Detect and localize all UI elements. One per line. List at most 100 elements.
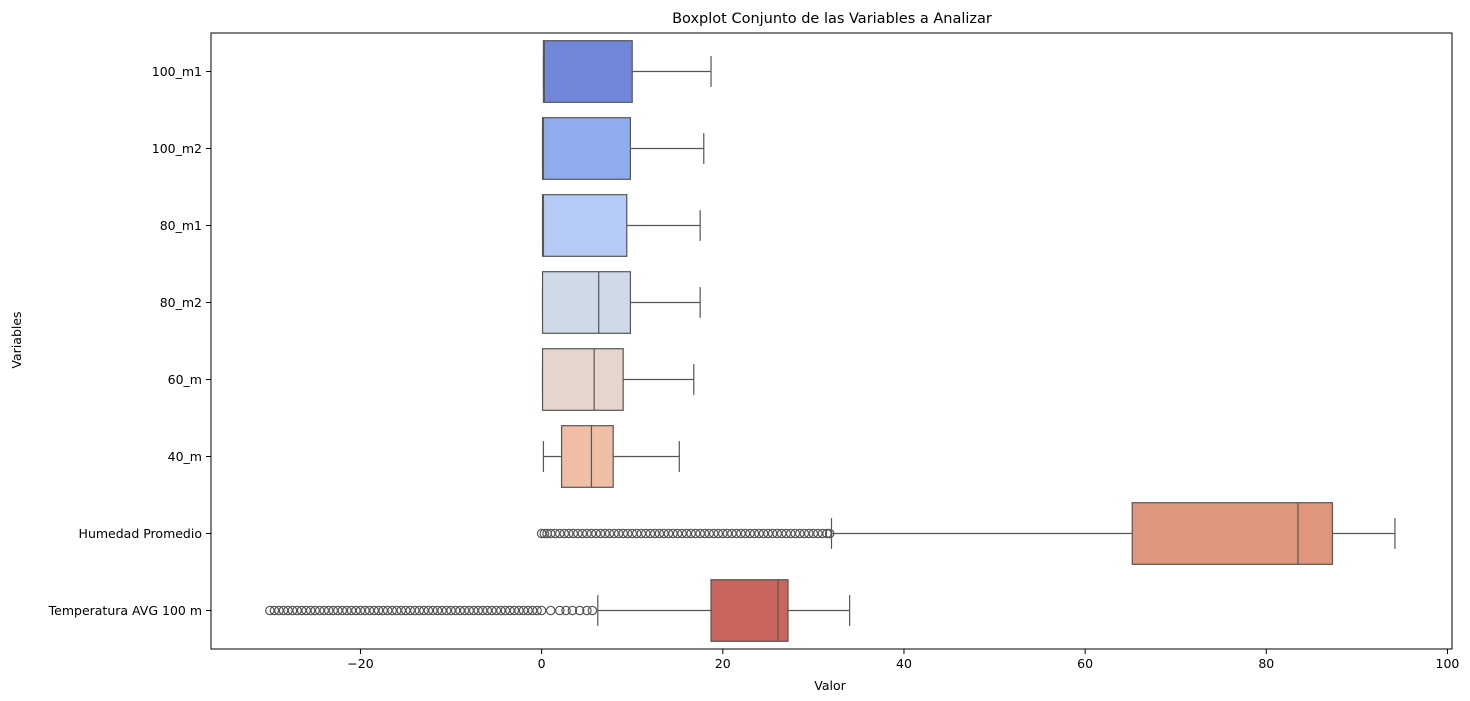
outlier-point bbox=[781, 528, 792, 539]
outlier-point bbox=[414, 605, 425, 616]
outlier-point bbox=[749, 528, 760, 539]
outlier-point bbox=[722, 528, 733, 539]
outlier-point bbox=[405, 605, 416, 616]
outlier-point bbox=[532, 605, 542, 616]
y-tick-label: 60_m bbox=[168, 372, 202, 387]
outlier-point bbox=[328, 605, 339, 616]
outlier-point bbox=[369, 605, 379, 616]
outlier-point bbox=[699, 528, 710, 539]
outlier-point bbox=[527, 605, 538, 616]
outlier-point bbox=[817, 528, 828, 539]
outlier-point bbox=[536, 528, 547, 539]
outlier-point bbox=[550, 528, 561, 539]
outlier-point bbox=[491, 605, 502, 616]
y-tick-label: 100_m2 bbox=[152, 141, 202, 156]
x-axis-label: Valor bbox=[814, 678, 846, 693]
outlier-point bbox=[609, 528, 619, 539]
outlier-point bbox=[690, 528, 701, 539]
outlier-point bbox=[804, 528, 814, 539]
plot-frame bbox=[210, 32, 1453, 650]
outlier-point bbox=[274, 605, 284, 616]
y-tick-label: 80_m1 bbox=[160, 218, 202, 233]
outlier-point bbox=[464, 605, 474, 616]
outlier-point bbox=[387, 605, 397, 616]
outlier-point bbox=[654, 528, 665, 539]
outlier-point bbox=[496, 605, 506, 616]
iqr-box bbox=[710, 579, 789, 642]
outlier-point bbox=[554, 605, 565, 616]
outlier-point bbox=[591, 528, 601, 539]
outlier-point bbox=[545, 605, 556, 616]
outlier-point bbox=[432, 605, 443, 616]
outlier-point bbox=[604, 528, 615, 539]
box-group bbox=[542, 425, 680, 488]
outlier-point bbox=[287, 605, 298, 616]
outlier-point bbox=[351, 605, 361, 616]
iqr-box bbox=[1131, 502, 1334, 565]
iqr-box bbox=[541, 194, 628, 257]
outlier-point bbox=[355, 605, 366, 616]
y-tick-label: Temperatura AVG 100 m bbox=[48, 603, 202, 618]
outlier-point bbox=[790, 528, 801, 539]
outlier-point bbox=[713, 528, 724, 539]
outlier-point bbox=[269, 605, 280, 616]
x-tick-label: 20 bbox=[715, 656, 731, 671]
x-tick-label: 80 bbox=[1258, 656, 1274, 671]
outlier-point bbox=[573, 528, 583, 539]
outlier-point bbox=[346, 605, 357, 616]
outlier-point bbox=[333, 605, 343, 616]
x-axis: −20 0 20 40 60 80 100 bbox=[347, 649, 1459, 671]
box-group bbox=[536, 502, 1396, 565]
outlier-point bbox=[704, 528, 715, 539]
outlier-point bbox=[641, 528, 651, 539]
outlier-point bbox=[382, 605, 393, 616]
y-axis: 100_m1 100_m2 80_m1 80_m2 60_m 40_m Humedad Pr… bbox=[48, 64, 211, 618]
iqr-box bbox=[541, 117, 632, 180]
outlier-point bbox=[545, 528, 556, 539]
outlier-point bbox=[564, 528, 574, 539]
outlier-point bbox=[523, 605, 533, 616]
outlier-point bbox=[500, 605, 511, 616]
outlier-point bbox=[487, 605, 497, 616]
outlier-point bbox=[650, 528, 660, 539]
x-tick-label: −20 bbox=[347, 656, 373, 671]
outlier-point bbox=[681, 528, 692, 539]
outlier-point bbox=[505, 605, 515, 616]
outlier-point bbox=[785, 528, 796, 539]
outlier-point bbox=[337, 605, 348, 616]
outlier-point bbox=[296, 605, 307, 616]
outlier-point bbox=[561, 605, 571, 616]
outlier-point bbox=[695, 528, 705, 539]
outlier-point bbox=[686, 528, 696, 539]
outlier-point bbox=[740, 528, 751, 539]
outlier-point bbox=[763, 528, 773, 539]
x-tick-label: 100 bbox=[1436, 656, 1460, 671]
outlier-point bbox=[441, 605, 452, 616]
outlier-point bbox=[437, 605, 447, 616]
outlier-point bbox=[364, 605, 375, 616]
outlier-point bbox=[423, 605, 434, 616]
outlier-point bbox=[446, 605, 456, 616]
outlier-point bbox=[824, 528, 835, 539]
outlier-point bbox=[799, 528, 810, 539]
box-group bbox=[265, 579, 851, 642]
outlier-point bbox=[391, 605, 402, 616]
outlier-point bbox=[314, 605, 325, 616]
outlier-point bbox=[278, 605, 289, 616]
outlier-point bbox=[360, 605, 370, 616]
outlier-point bbox=[477, 605, 488, 616]
outlier-point bbox=[567, 605, 578, 616]
outlier-point bbox=[301, 605, 311, 616]
outlier-point bbox=[568, 528, 579, 539]
outlier-point bbox=[468, 605, 479, 616]
boxes-layer bbox=[265, 40, 1396, 642]
outlier-point bbox=[717, 528, 728, 539]
outlier-point bbox=[582, 528, 592, 539]
outlier-point bbox=[672, 528, 683, 539]
outlier-point bbox=[613, 528, 624, 539]
x-tick-label: 40 bbox=[896, 656, 912, 671]
outlier-point bbox=[283, 605, 293, 616]
outlier-point bbox=[310, 605, 320, 616]
outlier-point bbox=[636, 528, 647, 539]
